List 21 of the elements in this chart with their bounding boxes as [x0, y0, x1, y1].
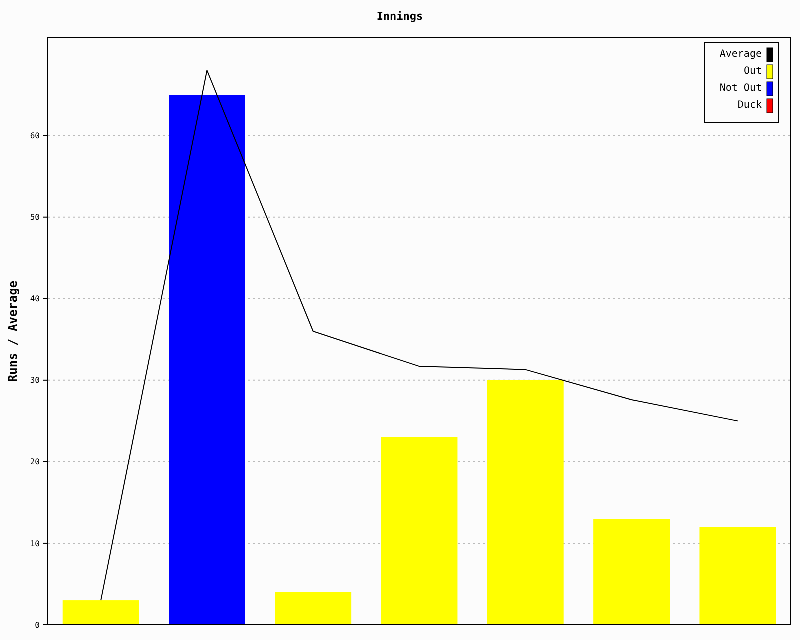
bar: [594, 519, 670, 625]
bar: [62, 600, 140, 625]
y-tick-label: 0: [35, 620, 40, 630]
y-tick-label: 30: [30, 376, 40, 386]
chart-title: Innings: [376, 10, 424, 23]
y-tick-label: 60: [30, 132, 40, 141]
bar: [700, 527, 776, 625]
bar: [275, 592, 352, 625]
legend-label: Not Out: [720, 83, 762, 94]
y-tick-label: 20: [30, 458, 40, 467]
bar: [381, 437, 458, 625]
legend-label: Out: [744, 66, 762, 77]
y-axis-title: Runs / Average: [6, 280, 20, 382]
line-series: [100, 70, 738, 602]
legend-label: Duck: [738, 100, 762, 111]
bar: [169, 95, 246, 625]
y-tick-label: 50: [30, 213, 40, 222]
bar: [487, 380, 564, 625]
legend-label: Average: [720, 49, 762, 60]
y-tick-label: 10: [30, 539, 40, 548]
y-tick-label: 40: [30, 294, 40, 304]
